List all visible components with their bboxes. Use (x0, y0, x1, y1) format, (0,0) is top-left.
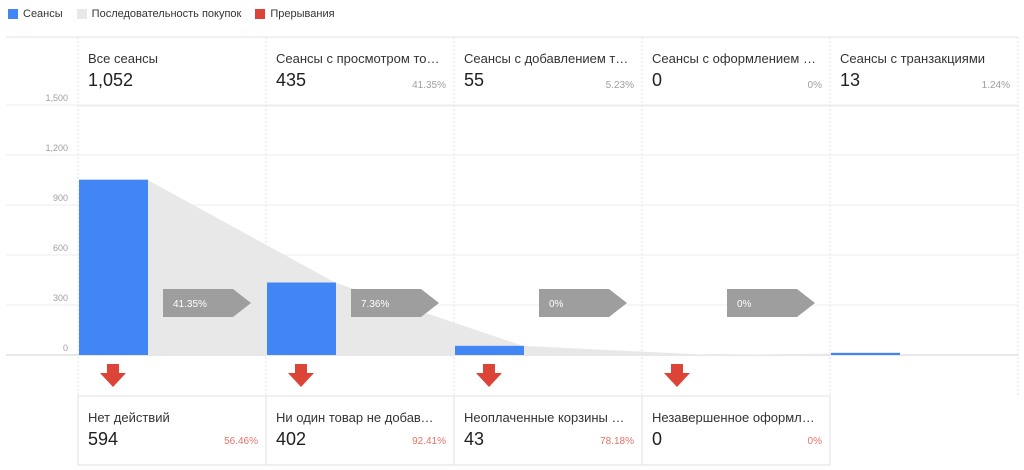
abandonment-label: Ни один товар не добавлен в корзину (276, 410, 441, 425)
abandonment-box[interactable]: Неоплаченные корзины покупок 43 78.18% (454, 396, 642, 465)
stage-header[interactable]: Сеансы с оформлением покупки 0 0% (642, 37, 830, 106)
abandonment-pct: 0% (807, 436, 822, 447)
stage-value: 435 (276, 70, 307, 90)
legend-swatch-sessions (8, 9, 18, 19)
abandonment-pct: 78.18% (600, 436, 634, 447)
bar (267, 282, 336, 355)
stage-pct: 0% (807, 80, 822, 91)
abandonment-arrow-icon (100, 364, 126, 387)
y-tick-label: 900 (53, 193, 68, 203)
stage-value: 55 (464, 70, 485, 90)
abandonment-label: Нет действий (88, 410, 170, 425)
abandonment-pct: 56.46% (224, 436, 258, 447)
abandonment-label: Неоплаченные корзины покупок (464, 410, 629, 425)
legend-swatch-purchase-flow (76, 9, 87, 19)
abandonment-pct: 92.41% (412, 436, 446, 447)
abandonment-box[interactable]: Ни один товар не добавлен в корзину 402 … (266, 396, 454, 465)
stage-pct: 5.23% (605, 80, 634, 91)
conversion-rate-label: 41.35% (173, 299, 207, 310)
stage-label: Сеансы с просмотром товара (276, 51, 441, 66)
y-tick-label: 600 (53, 243, 68, 253)
abandonment-value: 0 (652, 429, 663, 449)
stage-pct: 41.35% (412, 80, 446, 91)
conversion-rate-label: 0% (549, 299, 564, 310)
legend-label-purchase-flow: Последовательность покупок (91, 8, 242, 20)
y-tick-label: 1,200 (45, 143, 68, 153)
legend-item-purchase-flow[interactable]: Последовательность покупок (76, 8, 242, 20)
stage-value: 1,052 (88, 70, 134, 90)
abandonment-value: 43 (464, 429, 485, 449)
abandonment-label: Незавершенное оформление покупки (652, 410, 817, 425)
conversion-arrow (727, 289, 815, 317)
stage-label: Все сеансы (88, 51, 158, 66)
abandonment-value: 594 (88, 429, 119, 449)
legend: Сеансы Последовательность покупок Прерыв… (8, 8, 335, 20)
bar (831, 352, 900, 355)
conversion-arrow (163, 289, 251, 317)
abandonment-box[interactable]: Незавершенное оформление покупки 0 0% (642, 396, 830, 465)
stage-label: Сеансы с транзакциями (840, 51, 986, 66)
stage-header[interactable]: Сеансы с просмотром товара 435 41.35% (266, 37, 454, 106)
stage-value: 13 (840, 70, 861, 90)
legend-label-abandonments: Прерывания (270, 8, 335, 20)
stage-label: Сеансы с оформлением покупки (652, 51, 817, 66)
stage-header[interactable]: Сеансы с транзакциями 13 1.24% (830, 37, 1018, 106)
bar (79, 179, 148, 355)
legend-label-sessions: Сеансы (23, 8, 63, 20)
legend-item-abandonments[interactable]: Прерывания (255, 8, 335, 20)
stage-pct: 1.24% (981, 80, 1010, 91)
y-tick-label: 300 (53, 293, 68, 303)
abandonment-arrow-icon (664, 364, 690, 387)
stage-header[interactable]: Сеансы с добавлением товара в корзину 55… (454, 37, 642, 106)
bar (455, 345, 524, 355)
stage-value: 0 (652, 70, 663, 90)
legend-swatch-abandonments (255, 9, 266, 19)
funnel-flow (523, 345, 711, 355)
abandonment-value: 402 (276, 429, 307, 449)
abandonment-arrow-icon (288, 364, 314, 387)
conversion-rate-label: 0% (737, 299, 752, 310)
abandonment-box[interactable]: Нет действий 594 56.46% (78, 396, 266, 465)
conversion-arrow (351, 289, 439, 317)
y-tick-label: 0 (63, 343, 68, 353)
stage-header[interactable]: Все сеансы 1,052 (78, 37, 266, 106)
conversion-rate-label: 7.36% (361, 299, 389, 310)
stage-label: Сеансы с добавлением товара в корзину (464, 51, 629, 66)
conversion-arrow (539, 289, 627, 317)
abandonment-arrow-icon (476, 364, 502, 387)
y-tick-label: 1,500 (45, 93, 68, 103)
legend-item-sessions[interactable]: Сеансы (8, 8, 63, 20)
